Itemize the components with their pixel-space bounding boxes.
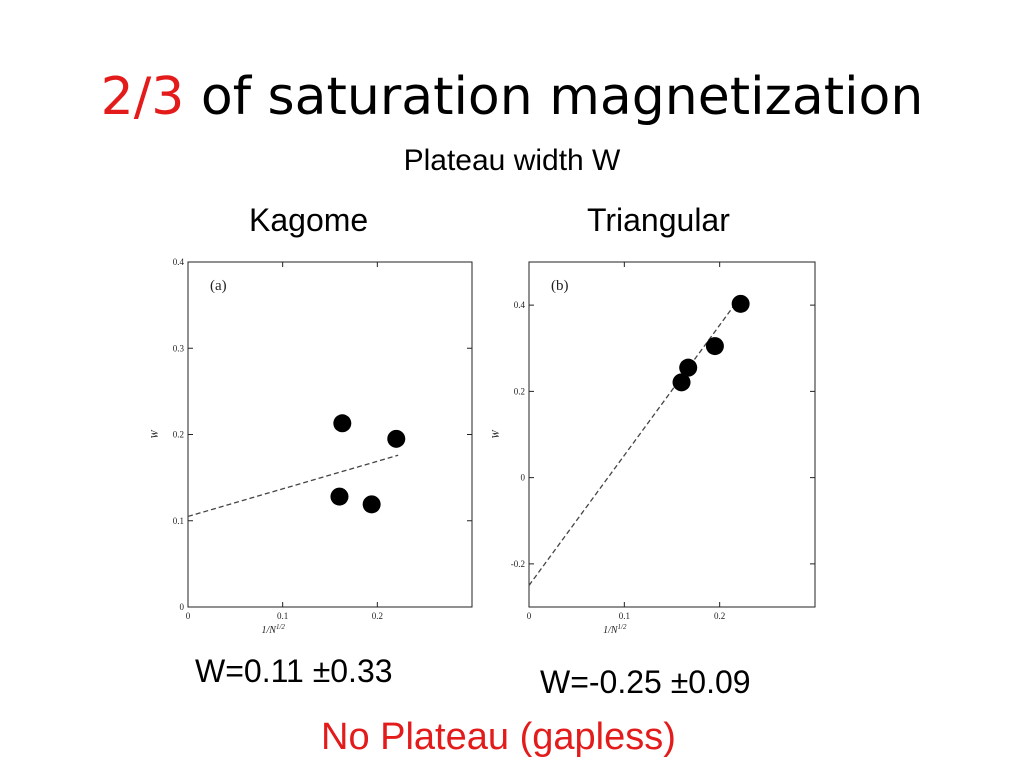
- kagome-ytick-label: 0.1: [173, 516, 184, 526]
- kagome-xtick-label: 0.2: [372, 611, 383, 621]
- kagome-data-point: [330, 487, 349, 506]
- triangular-result: W=-0.25 ±0.09: [540, 664, 751, 700]
- kagome-plot-frame: [187, 261, 473, 608]
- triangular-x-axis-label: 1/N1/2: [603, 623, 627, 636]
- triangular-xtick-label: 0.1: [619, 611, 630, 621]
- kagome-chart: 0 0.1 0.2 0.3 0.4 0 0.1 0.2 1/N1/2 W (a): [150, 257, 473, 636]
- kagome-ytick-label: 0.2: [173, 430, 184, 440]
- kagome-heading: Kagome: [249, 202, 369, 238]
- title-rest: of saturation magnetization: [184, 67, 924, 127]
- kagome-data-point: [333, 414, 352, 433]
- title-highlight: 2/3: [100, 67, 185, 127]
- kagome-ytick-label: 0: [180, 602, 185, 612]
- kagome-ytick-label: 0.4: [173, 257, 185, 267]
- triangular-chart: -0.2 0 0.2 0.4 0 0.1 0.2 1/N1/2 W (b): [491, 261, 816, 636]
- triangular-x-axis-label-main: 1/N: [603, 625, 619, 636]
- triangular-ytick-label: 0: [521, 473, 526, 483]
- kagome-y-axis-label: W: [150, 429, 161, 439]
- kagome-xtick-label: 0: [186, 611, 191, 621]
- triangular-fit-line: [528, 296, 742, 586]
- kagome-data-point: [362, 495, 381, 514]
- triangular-ytick-label: 0.2: [514, 386, 525, 396]
- kagome-x-axis-label-main: 1/N: [261, 625, 277, 636]
- kagome-xtick-label: 0.1: [277, 611, 288, 621]
- slide-title: 2/3 of saturation magnetization: [0, 62, 1024, 132]
- triangular-panel-label: (b): [551, 278, 569, 294]
- kagome-ytick-label: 0.3: [173, 343, 185, 353]
- slide-subtitle: Plateau width W: [403, 144, 621, 177]
- kagome-fit-line: [187, 454, 399, 518]
- kagome-result: W=0.11 ±0.33: [195, 653, 393, 689]
- kagome-data-point: [387, 429, 406, 448]
- triangular-xtick-label: 0.2: [714, 611, 725, 621]
- triangular-y-axis-label: W: [491, 429, 502, 439]
- triangular-data-point: [705, 337, 724, 356]
- triangular-data-point: [672, 373, 691, 392]
- triangular-ytick-label: 0.4: [514, 300, 526, 310]
- triangular-ytick-label: -0.2: [511, 559, 525, 569]
- triangular-x-axis-label-sup: 1/2: [618, 623, 627, 631]
- conclusion-text: No Plateau (gapless): [321, 716, 676, 758]
- triangular-data-point: [731, 294, 750, 313]
- kagome-panel-label: (a): [210, 278, 227, 294]
- triangular-heading: Triangular: [587, 202, 730, 238]
- triangular-xtick-label: 0: [527, 611, 532, 621]
- triangular-plot-frame: [528, 261, 816, 608]
- kagome-x-axis-label-sup: 1/2: [276, 623, 285, 631]
- triangular-data-point: [679, 358, 698, 377]
- kagome-x-axis-label: 1/N1/2: [261, 623, 285, 636]
